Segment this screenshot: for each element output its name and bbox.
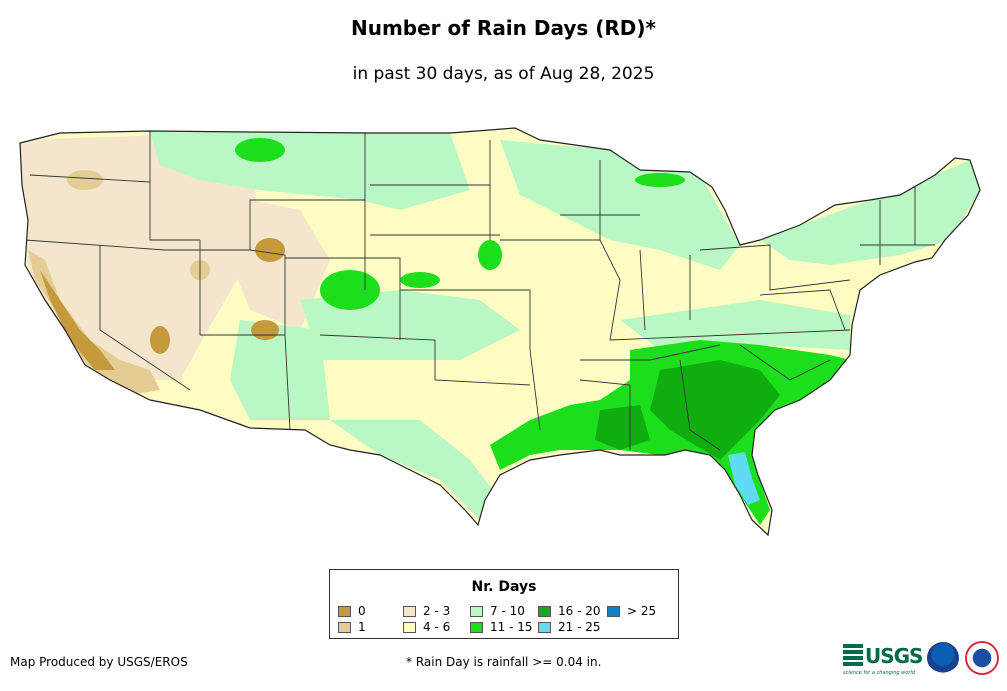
legend-swatch — [470, 621, 483, 633]
legend-swatch — [338, 605, 351, 617]
legend-swatch — [403, 605, 416, 617]
legend-swatch — [538, 621, 551, 633]
legend-label: 11 - 15 — [490, 620, 533, 634]
legend-label: 2 - 3 — [423, 604, 451, 618]
legend-swatch — [470, 605, 483, 617]
legend-label: > 25 — [627, 604, 657, 618]
legend-item-8: > 25 — [607, 604, 656, 618]
agency-logos: USGS science for a changing world — [843, 640, 1003, 680]
legend-item-7: 21 - 25 — [538, 620, 601, 634]
legend-swatch — [538, 605, 551, 617]
noaa-logo-icon — [927, 642, 959, 674]
usgs-logo: USGS — [843, 644, 923, 668]
legend-swatch — [607, 605, 620, 617]
rain-days-shading — [20, 128, 980, 535]
legend-swatch — [338, 621, 351, 633]
legend-label: 16 - 20 — [558, 604, 601, 618]
us-rain-days-map — [19, 127, 981, 536]
legend-label: 21 - 25 — [558, 620, 601, 634]
legend-item-1: 1 — [338, 620, 366, 634]
legend-label: 7 - 10 — [490, 604, 525, 618]
legend-item-3: 4 - 6 — [403, 620, 450, 634]
map-legend: Nr. Days 0 1 2 - 3 4 - 6 7 - 10 11 - 15 … — [329, 569, 679, 639]
rain-day-footnote: * Rain Day is rainfall >= 0.04 in. — [406, 655, 602, 669]
map-title: Number of Rain Days (RD)* — [350, 16, 656, 40]
map-credit: Map Produced by USGS/EROS — [10, 655, 188, 669]
state-boundaries — [24, 131, 935, 451]
legend-label: 4 - 6 — [423, 620, 451, 634]
legend-label: 0 — [358, 604, 366, 618]
legend-label: 1 — [358, 620, 366, 634]
legend-swatch — [403, 621, 416, 633]
legend-item-0: 0 — [338, 604, 366, 618]
legend-item-6: 16 - 20 — [538, 604, 601, 618]
nws-logo-icon — [965, 641, 999, 675]
legend-item-5: 11 - 15 — [470, 620, 533, 634]
map-subtitle: in past 30 days, as of Aug 28, 2025 — [352, 64, 655, 84]
usgs-wave-icon — [843, 644, 863, 668]
usgs-logo-text: USGS — [865, 644, 923, 668]
legend-item-4: 7 - 10 — [470, 604, 525, 618]
legend-title: Nr. Days — [471, 579, 537, 595]
legend-item-2: 2 - 3 — [403, 604, 450, 618]
usgs-tagline: science for a changing world — [843, 670, 915, 676]
